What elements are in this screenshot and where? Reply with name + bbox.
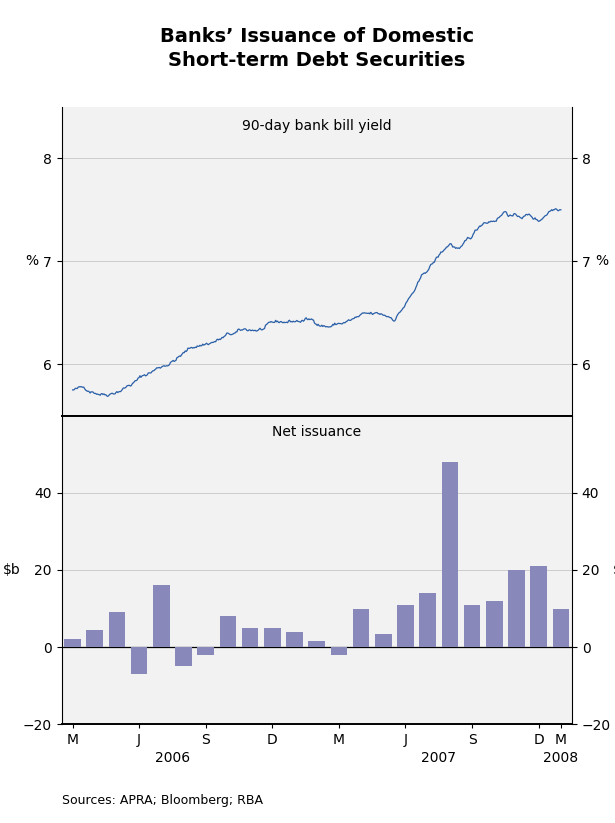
Bar: [464, 605, 480, 647]
Bar: [197, 647, 214, 655]
Bar: [175, 647, 192, 667]
Bar: [419, 593, 436, 647]
Y-axis label: $b: $b: [613, 563, 615, 577]
Bar: [397, 605, 414, 647]
Y-axis label: $b: $b: [2, 563, 20, 577]
Bar: [153, 585, 170, 647]
Text: Net issuance: Net issuance: [272, 425, 361, 439]
Bar: [331, 647, 347, 655]
Bar: [131, 647, 148, 674]
Bar: [220, 616, 236, 647]
Bar: [242, 628, 258, 647]
Bar: [508, 570, 525, 647]
Bar: [109, 612, 125, 647]
Bar: [65, 639, 81, 647]
Text: Banks’ Issuance of Domestic
Short-term Debt Securities: Banks’ Issuance of Domestic Short-term D…: [160, 27, 474, 70]
Text: 90-day bank bill yield: 90-day bank bill yield: [242, 119, 392, 133]
Bar: [442, 462, 458, 647]
Bar: [552, 608, 569, 647]
Text: 2008: 2008: [543, 751, 579, 765]
Text: 2006: 2006: [155, 751, 190, 765]
Bar: [286, 632, 303, 647]
Text: 2007: 2007: [421, 751, 456, 765]
Bar: [486, 601, 502, 647]
Bar: [87, 630, 103, 647]
Text: Sources: APRA; Bloomberg; RBA: Sources: APRA; Bloomberg; RBA: [62, 793, 263, 807]
Bar: [353, 608, 370, 647]
Y-axis label: %: %: [25, 254, 38, 268]
Bar: [308, 641, 325, 647]
Bar: [530, 566, 547, 647]
Y-axis label: %: %: [595, 254, 608, 268]
Bar: [375, 634, 392, 647]
Bar: [264, 628, 280, 647]
